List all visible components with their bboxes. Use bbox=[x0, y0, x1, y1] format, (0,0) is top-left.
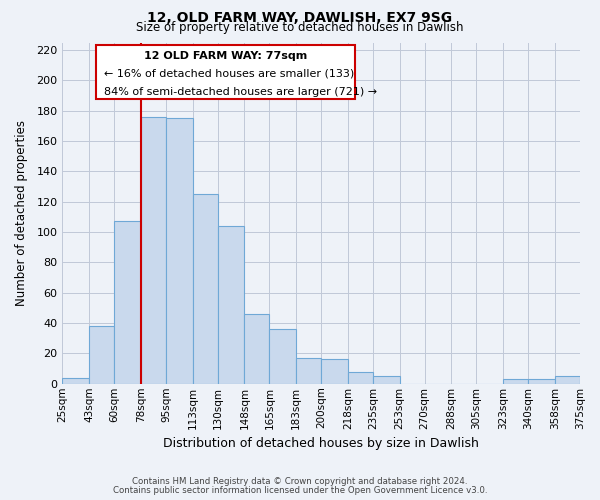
Text: 84% of semi-detached houses are larger (721) →: 84% of semi-detached houses are larger (… bbox=[104, 87, 377, 97]
Bar bbox=[114, 222, 141, 384]
Text: 12, OLD FARM WAY, DAWLISH, EX7 9SG: 12, OLD FARM WAY, DAWLISH, EX7 9SG bbox=[148, 11, 452, 25]
FancyBboxPatch shape bbox=[96, 45, 355, 99]
Bar bbox=[269, 329, 296, 384]
Bar bbox=[62, 378, 89, 384]
Text: ← 16% of detached houses are smaller (133): ← 16% of detached houses are smaller (13… bbox=[104, 68, 354, 78]
Bar bbox=[218, 226, 244, 384]
Bar bbox=[580, 379, 600, 384]
Bar bbox=[503, 379, 528, 384]
Bar bbox=[296, 358, 321, 384]
Text: Size of property relative to detached houses in Dawlish: Size of property relative to detached ho… bbox=[136, 22, 464, 35]
Bar bbox=[321, 360, 348, 384]
Bar bbox=[348, 372, 373, 384]
Text: Contains public sector information licensed under the Open Government Licence v3: Contains public sector information licen… bbox=[113, 486, 487, 495]
Y-axis label: Number of detached properties: Number of detached properties bbox=[15, 120, 28, 306]
Text: Contains HM Land Registry data © Crown copyright and database right 2024.: Contains HM Land Registry data © Crown c… bbox=[132, 478, 468, 486]
Bar bbox=[89, 326, 114, 384]
Text: 12 OLD FARM WAY: 77sqm: 12 OLD FARM WAY: 77sqm bbox=[144, 52, 307, 62]
X-axis label: Distribution of detached houses by size in Dawlish: Distribution of detached houses by size … bbox=[163, 437, 479, 450]
Bar bbox=[528, 379, 555, 384]
Bar bbox=[166, 118, 193, 384]
Bar bbox=[555, 376, 580, 384]
Bar bbox=[193, 194, 218, 384]
Bar bbox=[244, 314, 269, 384]
Bar bbox=[141, 117, 166, 384]
Bar bbox=[373, 376, 400, 384]
